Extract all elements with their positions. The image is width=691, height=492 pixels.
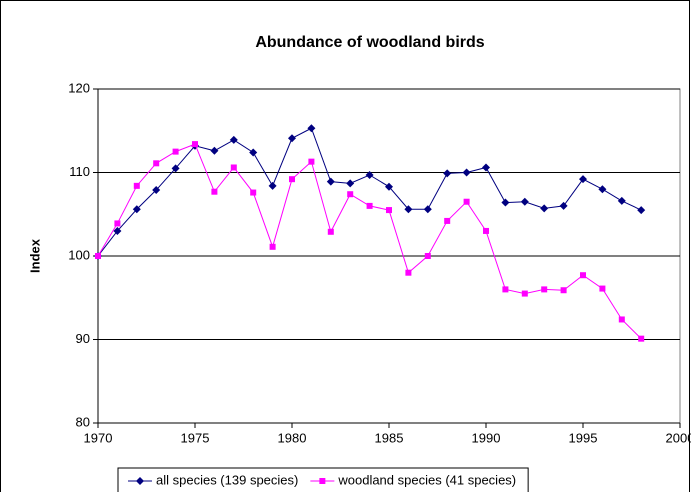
marker [307, 124, 316, 133]
chart-title: Abundance of woodland birds [255, 34, 484, 51]
legend-label: woodland species (41 species) [337, 472, 516, 487]
marker [172, 148, 179, 155]
x-tick-label: 1975 [181, 430, 210, 445]
marker [501, 198, 510, 207]
marker [444, 217, 451, 224]
marker [288, 134, 296, 143]
marker [132, 205, 141, 214]
marker [250, 189, 257, 196]
marker [482, 163, 490, 172]
marker [210, 146, 219, 155]
marker [560, 287, 567, 294]
marker [308, 158, 315, 165]
x-tick-label: 2000 [666, 430, 691, 445]
marker [617, 196, 626, 205]
marker [404, 205, 413, 214]
marker [114, 220, 121, 227]
marker [133, 182, 140, 189]
marker [424, 253, 431, 259]
x-tick-label: 1980 [278, 430, 307, 445]
marker [152, 186, 161, 195]
marker [520, 197, 529, 206]
marker [637, 206, 646, 215]
marker [366, 202, 373, 209]
x-tick-label: 1970 [84, 430, 113, 445]
marker [599, 285, 606, 292]
marker [423, 205, 432, 214]
marker [559, 201, 568, 210]
marker [365, 171, 374, 180]
marker [405, 269, 412, 276]
marker [136, 477, 144, 485]
marker [386, 207, 392, 214]
marker [192, 141, 198, 148]
marker [483, 227, 489, 234]
marker [638, 335, 645, 342]
y-tick-label: 90 [76, 331, 90, 346]
x-tick-label: 1990 [472, 430, 501, 445]
y-tick-label: 100 [68, 247, 90, 262]
marker [540, 204, 549, 213]
marker [326, 177, 335, 186]
marker [229, 135, 238, 144]
x-tick-label: 1985 [375, 430, 404, 445]
marker [230, 164, 237, 171]
marker [153, 160, 160, 167]
marker [269, 243, 276, 250]
legend-label: all species (139 species) [156, 472, 298, 487]
marker [462, 168, 471, 177]
y-axis-title: Index [27, 238, 42, 273]
marker [249, 148, 258, 157]
marker [502, 286, 509, 293]
marker [346, 179, 355, 188]
y-tick-label: 120 [68, 80, 90, 95]
x-tick-label: 1995 [569, 430, 598, 445]
marker [211, 188, 218, 195]
y-tick-label: 80 [76, 414, 90, 429]
marker [327, 228, 334, 235]
marker [463, 198, 470, 205]
marker [171, 164, 180, 173]
marker [521, 290, 528, 297]
marker [113, 226, 122, 235]
marker [319, 478, 326, 484]
marker [289, 176, 295, 183]
marker [579, 175, 587, 184]
marker [347, 191, 354, 198]
marker [580, 272, 586, 279]
legend: all species (139 species) woodland specie… [117, 467, 529, 492]
marker [598, 185, 607, 194]
marker [385, 182, 393, 191]
marker [95, 253, 101, 259]
marker [443, 169, 452, 178]
marker [618, 316, 625, 323]
marker [541, 286, 548, 293]
marker [268, 181, 277, 190]
y-tick-label: 110 [69, 164, 90, 179]
